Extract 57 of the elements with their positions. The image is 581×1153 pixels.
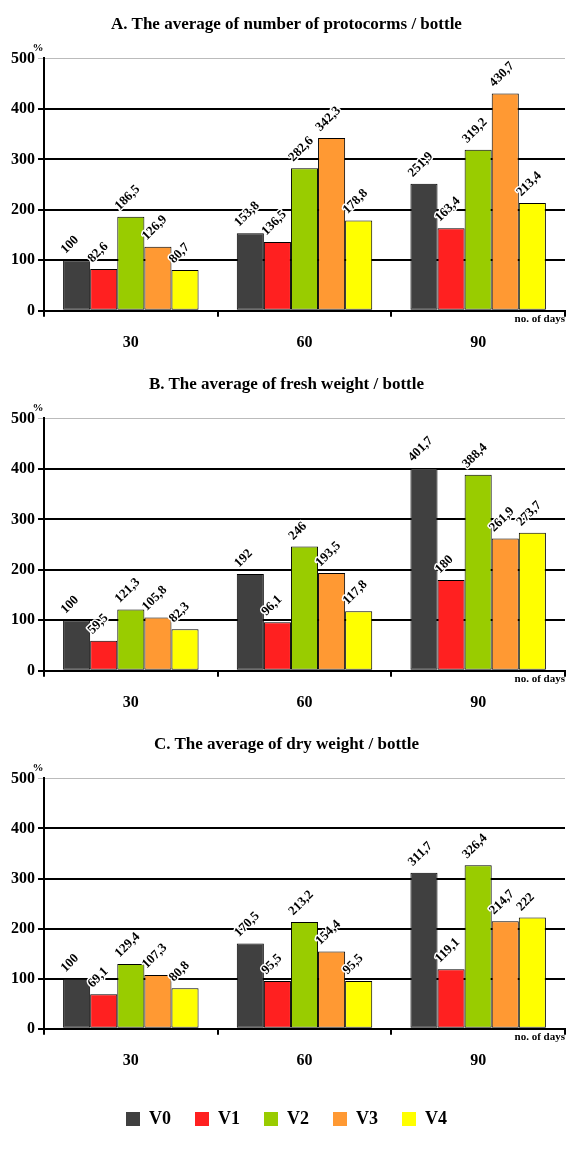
data-label: 100 [56,950,82,975]
y-tick-label: 300 [11,509,35,527]
y-axis-title: % [32,40,44,53]
x-axis-title: no. of days [514,672,566,685]
y-tick-label: 0 [27,1018,35,1036]
legend-label: V3 [356,1107,378,1128]
data-label: 100 [56,591,82,617]
data-label: 192 [230,545,256,570]
y-tick-label: 300 [11,868,35,886]
x-tick-label: 90 [470,1050,487,1068]
x-tick-label: 90 [470,332,487,350]
x-tick-label: 90 [470,692,487,710]
x-tick-label: 60 [296,332,313,350]
y-tick-label: 200 [11,199,35,217]
data-label: 95,5 [338,949,367,977]
legend-label: V1 [218,1107,240,1128]
x-tick-label: 30 [122,692,139,710]
data-label: 82,6 [84,237,112,265]
y-tick-label: 100 [11,610,35,628]
chart-title: C. The average of dry weight / bottle [153,733,420,753]
x-tick-label: 30 [122,1050,139,1068]
y-axis-title: % [32,400,44,413]
legend-label: V4 [425,1107,447,1128]
chart-title: A. The average of number of protocorms / bottle [111,13,463,33]
data-label: 59,5 [84,609,112,637]
data-label: 95,5 [257,949,285,977]
y-tick-label: 0 [27,660,35,678]
legend-label: V2 [287,1107,309,1128]
y-axis-title: % [32,760,44,773]
y-tick-label: 100 [11,250,35,268]
data-label: 80,8 [165,957,193,985]
x-tick-label: 60 [296,692,313,710]
data-label: 69,1 [84,963,111,991]
x-tick-label: 30 [122,332,139,350]
data-label: 82,3 [165,598,193,626]
y-tick-label: 300 [11,149,35,167]
y-tick-label: 100 [11,968,35,986]
y-tick-label: 0 [27,300,35,318]
x-axis-title: no. of days [514,1030,566,1043]
x-tick-label: 60 [296,1050,313,1068]
data-label: 80,7 [165,238,193,266]
y-tick-label: 500 [11,48,35,66]
y-tick-label: 500 [11,408,35,426]
y-tick-label: 400 [11,818,35,836]
y-tick-label: 200 [11,559,35,577]
y-tick-label: 400 [11,99,35,117]
y-tick-label: 400 [11,459,35,477]
y-tick-label: 200 [11,918,35,936]
y-tick-label: 500 [11,768,35,786]
x-axis-title: no. of days [514,312,566,325]
data-label: 100 [56,231,82,257]
data-label: 246 [284,517,310,543]
data-label: 180 [431,551,456,576]
data-label: 222 [512,889,538,914]
legend-label: V0 [149,1107,171,1128]
data-label: 96,1 [257,591,285,619]
chart-title: B. The average of fresh weight / bottle [148,373,425,393]
